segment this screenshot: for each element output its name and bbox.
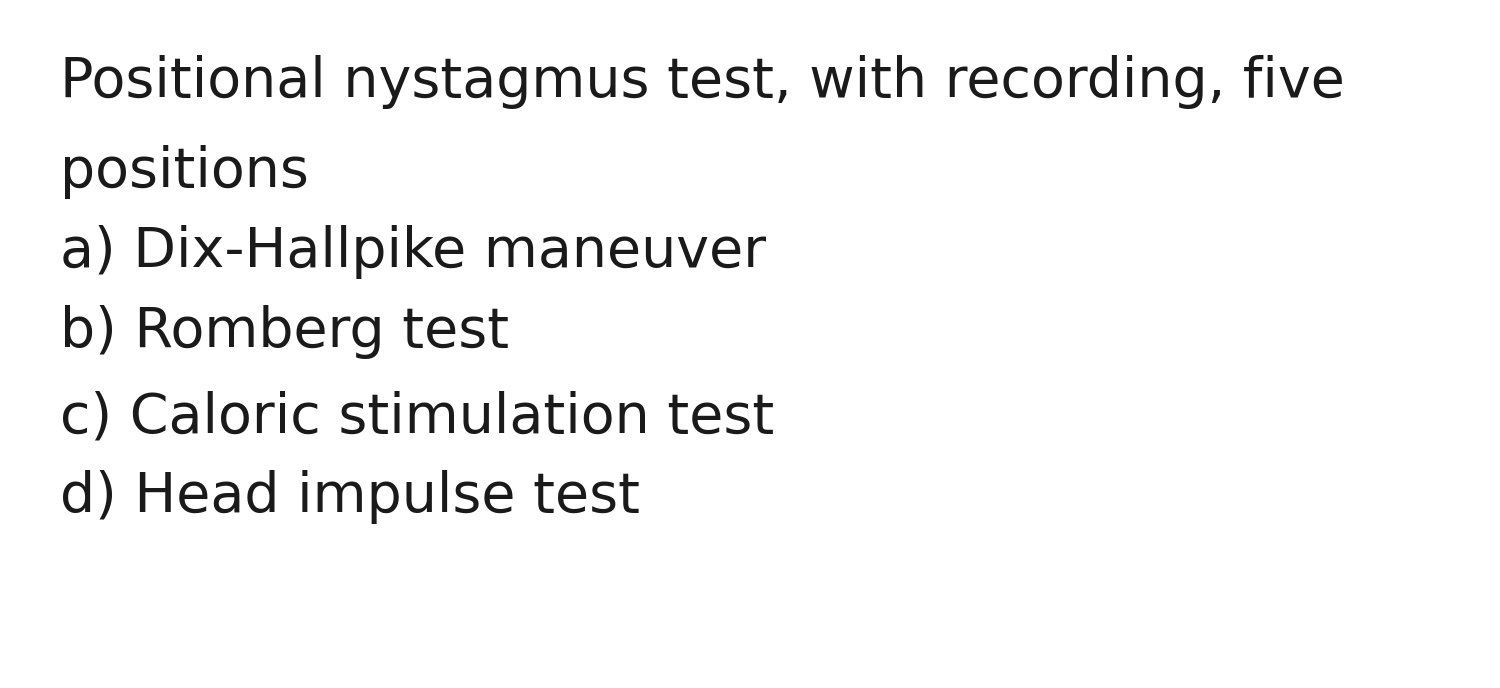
Text: a) Dix-Hallpike maneuver: a) Dix-Hallpike maneuver bbox=[60, 225, 766, 279]
Text: Positional nystagmus test, with recording, five: Positional nystagmus test, with recordin… bbox=[60, 55, 1346, 109]
Text: c) Caloric stimulation test: c) Caloric stimulation test bbox=[60, 390, 774, 444]
Text: b) Romberg test: b) Romberg test bbox=[60, 305, 509, 359]
Text: d) Head impulse test: d) Head impulse test bbox=[60, 470, 640, 524]
Text: positions: positions bbox=[60, 145, 309, 199]
